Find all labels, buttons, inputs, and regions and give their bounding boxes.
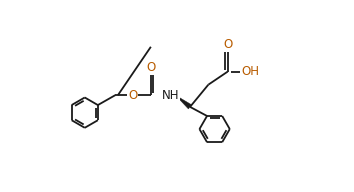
- Text: NH: NH: [161, 89, 179, 102]
- Text: O: O: [146, 61, 155, 74]
- Text: O: O: [223, 38, 232, 51]
- Text: O: O: [128, 89, 137, 102]
- Text: OH: OH: [241, 65, 259, 78]
- Polygon shape: [176, 95, 192, 109]
